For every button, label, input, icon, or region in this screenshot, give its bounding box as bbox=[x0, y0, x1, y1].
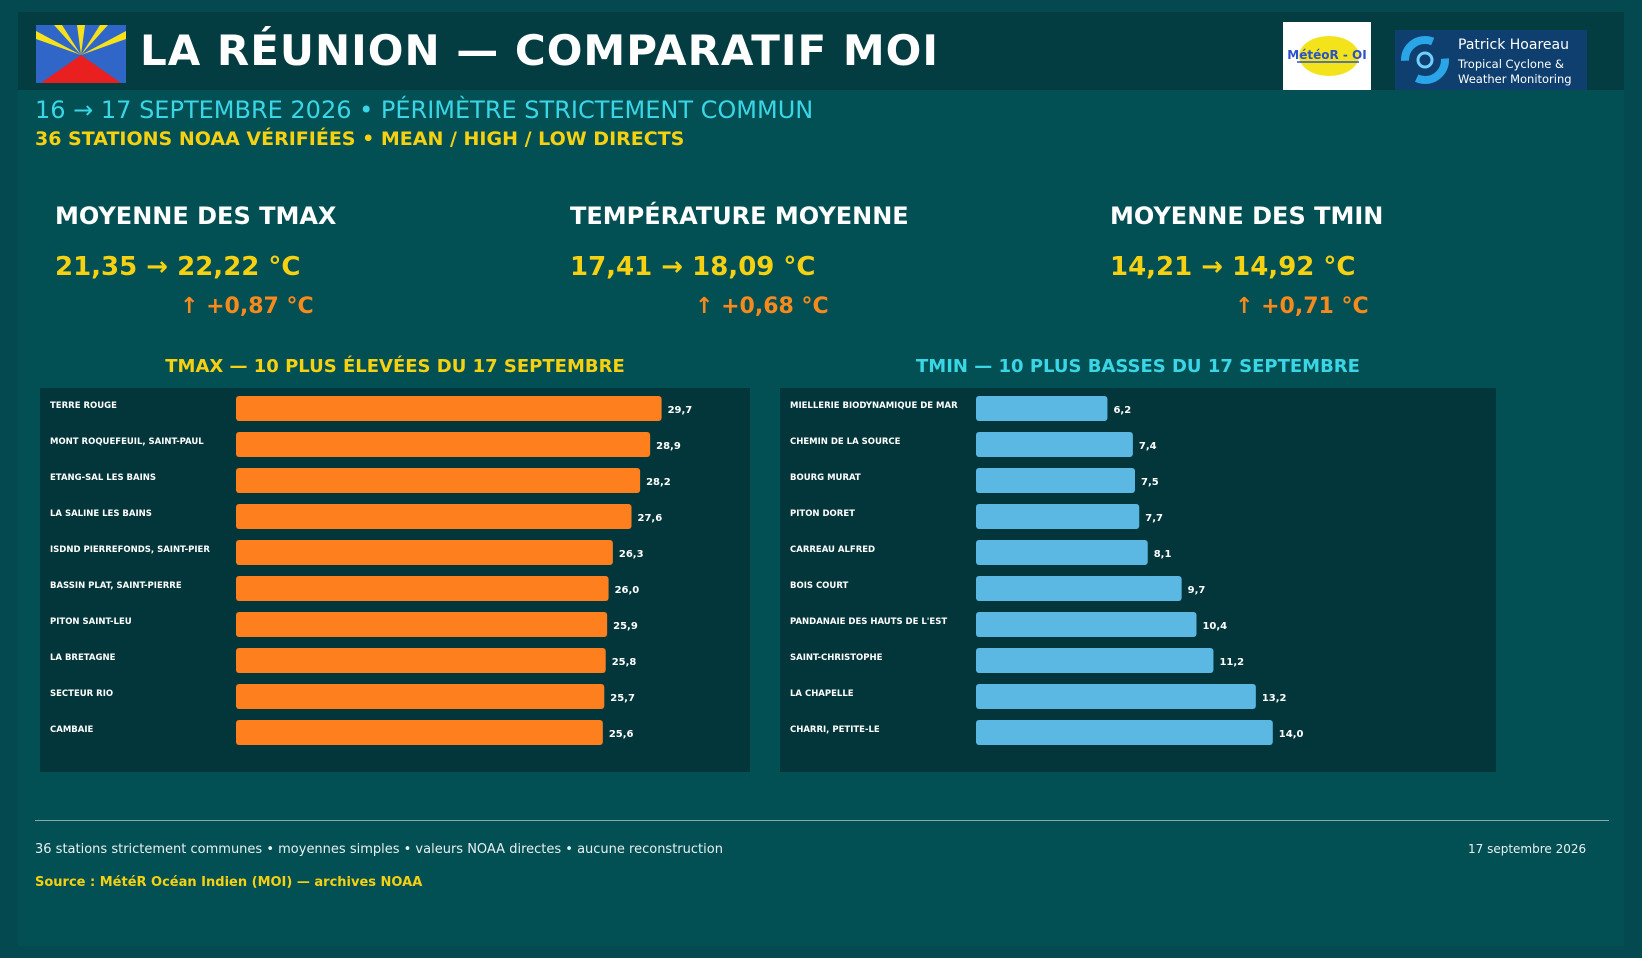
tmin-bar bbox=[976, 432, 1133, 457]
tmax-value-label: 26,0 bbox=[615, 585, 640, 596]
tmax-category-label: TERRE ROUGE bbox=[50, 401, 117, 411]
kpi-tmin: MOYENNE DES TMIN 14,21 → 14,92 °C ↑ +0,7… bbox=[1110, 202, 1384, 319]
meteor-oi-logo-icon: MétéoR - OI bbox=[1287, 36, 1367, 76]
tmax-value-label: 28,9 bbox=[656, 441, 681, 452]
tmax-bar-chart: TERRE ROUGE 29,7 MONT ROQUEFEUIL, SAINT-PA… bbox=[50, 396, 693, 745]
tmax-category-label: ETANG-SAL LES BAINS bbox=[50, 473, 156, 483]
kpi-delta: ↑ +0,68 °C bbox=[695, 294, 829, 319]
tmin-bar bbox=[976, 504, 1140, 529]
tmin-category-label: PITON DORET bbox=[790, 509, 855, 519]
cyclone-icon bbox=[1401, 36, 1449, 84]
kpi-label: MOYENNE DES TMAX bbox=[55, 202, 337, 230]
tmin-bar bbox=[976, 684, 1256, 709]
tmax-value-label: 26,3 bbox=[619, 549, 644, 560]
kpi-value: 17,41 → 18,09 °C bbox=[570, 252, 816, 282]
tmax-chart-panel: TERRE ROUGE 29,7 MONT ROQUEFEUIL, SAINT-PA… bbox=[40, 388, 750, 772]
meteor-oi-logo: MétéoR - OI bbox=[1283, 22, 1371, 90]
tmin-category-label: SAINT-CHRISTOPHE bbox=[790, 653, 883, 663]
tmin-bar bbox=[976, 576, 1182, 601]
tmin-chart-panel: MIELLERIE BIODYNAMIQUE DE MAR 6,2 CHEMIN D… bbox=[780, 388, 1496, 772]
patrick-hoareau-logo: Patrick Hoareau Tropical Cyclone & Weath… bbox=[1395, 30, 1587, 90]
dashboard-frame: LA RÉUNION — COMPARATIF MOI MétéoR - OI … bbox=[18, 12, 1624, 946]
tmax-value-label: 25,6 bbox=[609, 729, 634, 740]
tmin-value-label: 7,7 bbox=[1145, 513, 1163, 524]
kpi-delta: ↑ +0,71 °C bbox=[1235, 294, 1369, 319]
tmin-value-label: 11,2 bbox=[1219, 657, 1244, 668]
tmax-category-label: CAMBAIE bbox=[50, 725, 93, 735]
tmax-value-label: 29,7 bbox=[668, 405, 693, 416]
tmin-bar bbox=[976, 648, 1214, 673]
tmax-bar bbox=[236, 612, 608, 637]
page-title: LA RÉUNION — COMPARATIF MOI bbox=[140, 26, 939, 75]
kpi-value: 14,21 → 14,92 °C bbox=[1110, 252, 1356, 282]
kpi-value: 21,35 → 22,22 °C bbox=[55, 252, 301, 282]
tmax-bar bbox=[236, 576, 609, 601]
tmax-category-label: LA BRETAGNE bbox=[50, 653, 116, 663]
tmax-bar bbox=[236, 396, 662, 421]
subtitle-period: 16 → 17 SEPTEMBRE 2026 • PÉRIMÈTRE STRIC… bbox=[35, 96, 814, 124]
tmin-bar-chart: MIELLERIE BIODYNAMIQUE DE MAR 6,2 CHEMIN D… bbox=[790, 396, 1304, 745]
logo-ph-tagline2: Weather Monitoring bbox=[1458, 72, 1572, 86]
tmin-category-label: CARREAU ALFRED bbox=[790, 545, 875, 555]
kpi-label: TEMPÉRATURE MOYENNE bbox=[570, 202, 909, 230]
tmax-bar bbox=[236, 684, 605, 709]
tmax-value-label: 25,8 bbox=[612, 657, 637, 668]
tmin-value-label: 6,2 bbox=[1113, 405, 1131, 416]
tmin-category-label: CHEMIN DE LA SOURCE bbox=[790, 437, 901, 447]
tmax-bar bbox=[236, 648, 606, 673]
tmin-bar bbox=[976, 612, 1197, 637]
logo-ph-tagline: Tropical Cyclone & Weather Monitoring bbox=[1458, 57, 1572, 87]
tmin-category-label: CHARRI, PETITE-LE bbox=[790, 725, 880, 735]
tmax-bar bbox=[236, 540, 613, 565]
tmin-value-label: 7,5 bbox=[1141, 477, 1159, 488]
footer-source: Source : MétéR Océan Indien (MOI) — arch… bbox=[35, 875, 423, 890]
tmin-category-label: PANDANAIE DES HAUTS DE L'EST bbox=[790, 617, 947, 627]
tmax-category-label: BASSIN PLAT, SAINT-PIERRE bbox=[50, 581, 182, 591]
tmin-bar bbox=[976, 468, 1135, 493]
reunion-flag-icon bbox=[36, 25, 126, 83]
tmax-category-label: MONT ROQUEFEUIL, SAINT-PAUL bbox=[50, 437, 204, 447]
logo-ph-tagline1: Tropical Cyclone & bbox=[1458, 57, 1564, 71]
footer-date: 17 septembre 2026 bbox=[1468, 842, 1587, 856]
tmax-value-label: 27,6 bbox=[638, 513, 663, 524]
tmax-bar bbox=[236, 720, 603, 745]
subtitle-stations: 36 STATIONS NOAA VÉRIFIÉES • MEAN / HIGH… bbox=[35, 128, 685, 150]
tmin-bar bbox=[976, 540, 1148, 565]
tmin-category-label: MIELLERIE BIODYNAMIQUE DE MAR bbox=[790, 401, 958, 411]
tmin-value-label: 14,0 bbox=[1279, 729, 1304, 740]
header-bar: LA RÉUNION — COMPARATIF MOI MétéoR - OI … bbox=[18, 12, 1624, 90]
tmin-category-label: BOURG MURAT bbox=[790, 473, 861, 483]
tmax-category-label: LA SALINE LES BAINS bbox=[50, 509, 152, 519]
tmax-category-label: ISDND PIERREFONDS, SAINT-PIER bbox=[50, 545, 210, 555]
tmin-value-label: 10,4 bbox=[1202, 621, 1227, 632]
tmin-value-label: 7,4 bbox=[1139, 441, 1157, 452]
logo-ph-name: Patrick Hoareau bbox=[1458, 37, 1569, 53]
tmax-category-label: SECTEUR RIO bbox=[50, 689, 113, 699]
tmin-bar bbox=[976, 720, 1273, 745]
tmax-bar bbox=[236, 504, 632, 529]
logo-moi-text: MétéoR - OI bbox=[1287, 48, 1366, 62]
tmin-category-label: BOIS COURT bbox=[790, 581, 848, 591]
tmax-chart-title: TMAX — 10 PLUS ÉLEVÉES DU 17 SEPTEMBRE bbox=[165, 356, 625, 377]
kpi-label: MOYENNE DES TMIN bbox=[1110, 202, 1384, 230]
kpi-tmax: MOYENNE DES TMAX 21,35 → 22,22 °C ↑ +0,8… bbox=[55, 202, 337, 319]
tmin-value-label: 9,7 bbox=[1188, 585, 1206, 596]
tmin-chart-title: TMIN — 10 PLUS BASSES DU 17 SEPTEMBRE bbox=[916, 356, 1360, 377]
footer-note: 36 stations strictement communes • moyen… bbox=[35, 842, 723, 857]
tmin-category-label: LA CHAPELLE bbox=[790, 689, 854, 699]
kpi-delta: ↑ +0,87 °C bbox=[180, 294, 314, 319]
tmax-value-label: 28,2 bbox=[646, 477, 671, 488]
tmin-value-label: 8,1 bbox=[1154, 549, 1172, 560]
tmax-category-label: PITON SAINT-LEU bbox=[50, 617, 132, 627]
tmin-bar bbox=[976, 396, 1108, 421]
footer-divider bbox=[35, 820, 1609, 821]
tmax-value-label: 25,7 bbox=[610, 693, 635, 704]
tmax-bar bbox=[236, 468, 641, 493]
kpi-tmoy: TEMPÉRATURE MOYENNE 17,41 → 18,09 °C ↑ +… bbox=[570, 202, 909, 319]
tmax-value-label: 25,9 bbox=[613, 621, 638, 632]
tmax-bar bbox=[236, 432, 651, 457]
tmin-value-label: 13,2 bbox=[1262, 693, 1287, 704]
